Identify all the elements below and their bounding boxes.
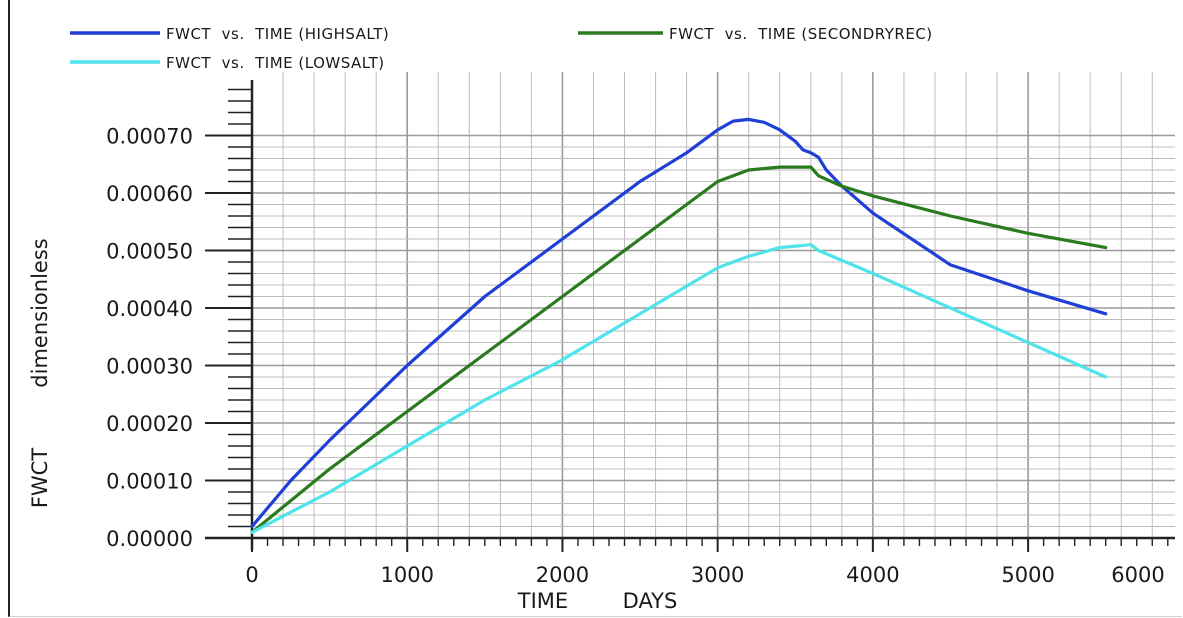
x-tick-label: 5000 [1001, 563, 1054, 587]
chart-frame [8, 0, 1182, 617]
y-tick-label: 0.00050 [106, 240, 193, 264]
x-tick-label: 0 [245, 563, 258, 587]
legend: FWCT vs. TIME (HIGHSALT) FWCT vs. TIME (S… [70, 25, 933, 72]
y-tick-label: 0.00040 [106, 297, 193, 321]
x-tick-label: 4000 [846, 563, 899, 587]
y-tick-label: 0.00020 [106, 412, 193, 436]
y-tick-label: 0.00030 [106, 355, 193, 379]
x-axis-title-time: TIME [517, 589, 568, 613]
legend-label-2: FWCT vs. TIME (LOWSALT) [166, 54, 385, 72]
y-tick-label: 0.00010 [106, 470, 193, 494]
y-tick-label: 0.00070 [106, 125, 193, 149]
x-tick-label: 2000 [536, 563, 589, 587]
legend-label-1: FWCT vs. TIME (SECONDRYREC) [669, 25, 933, 43]
y-axis-title-fwct: FWCT [28, 448, 52, 509]
x-axis-title-days: DAYS [623, 589, 678, 613]
x-tick-label: 6000 [1111, 563, 1164, 587]
y-axis-title-dimensionless: dimensionless [28, 238, 52, 387]
grid-layer [252, 72, 1175, 538]
series-line-1 [250, 165, 1108, 534]
series-line-0 [250, 117, 1108, 529]
x-tick-label: 3000 [691, 563, 744, 587]
y-tick-label: 0.00000 [106, 527, 193, 551]
labels-layer: TIME DAYS FWCT dimensionless [28, 238, 677, 613]
y-tick-label: 0.00060 [106, 182, 193, 206]
legend-label-0: FWCT vs. TIME (HIGHSALT) [166, 25, 389, 43]
series-line-2 [250, 243, 1108, 534]
x-tick-label: 1000 [380, 563, 433, 587]
axes-layer: 0.00000 0.00010 0.00020 0.00030 0.00040 0.000… [106, 80, 1175, 587]
series-layer [250, 117, 1108, 534]
